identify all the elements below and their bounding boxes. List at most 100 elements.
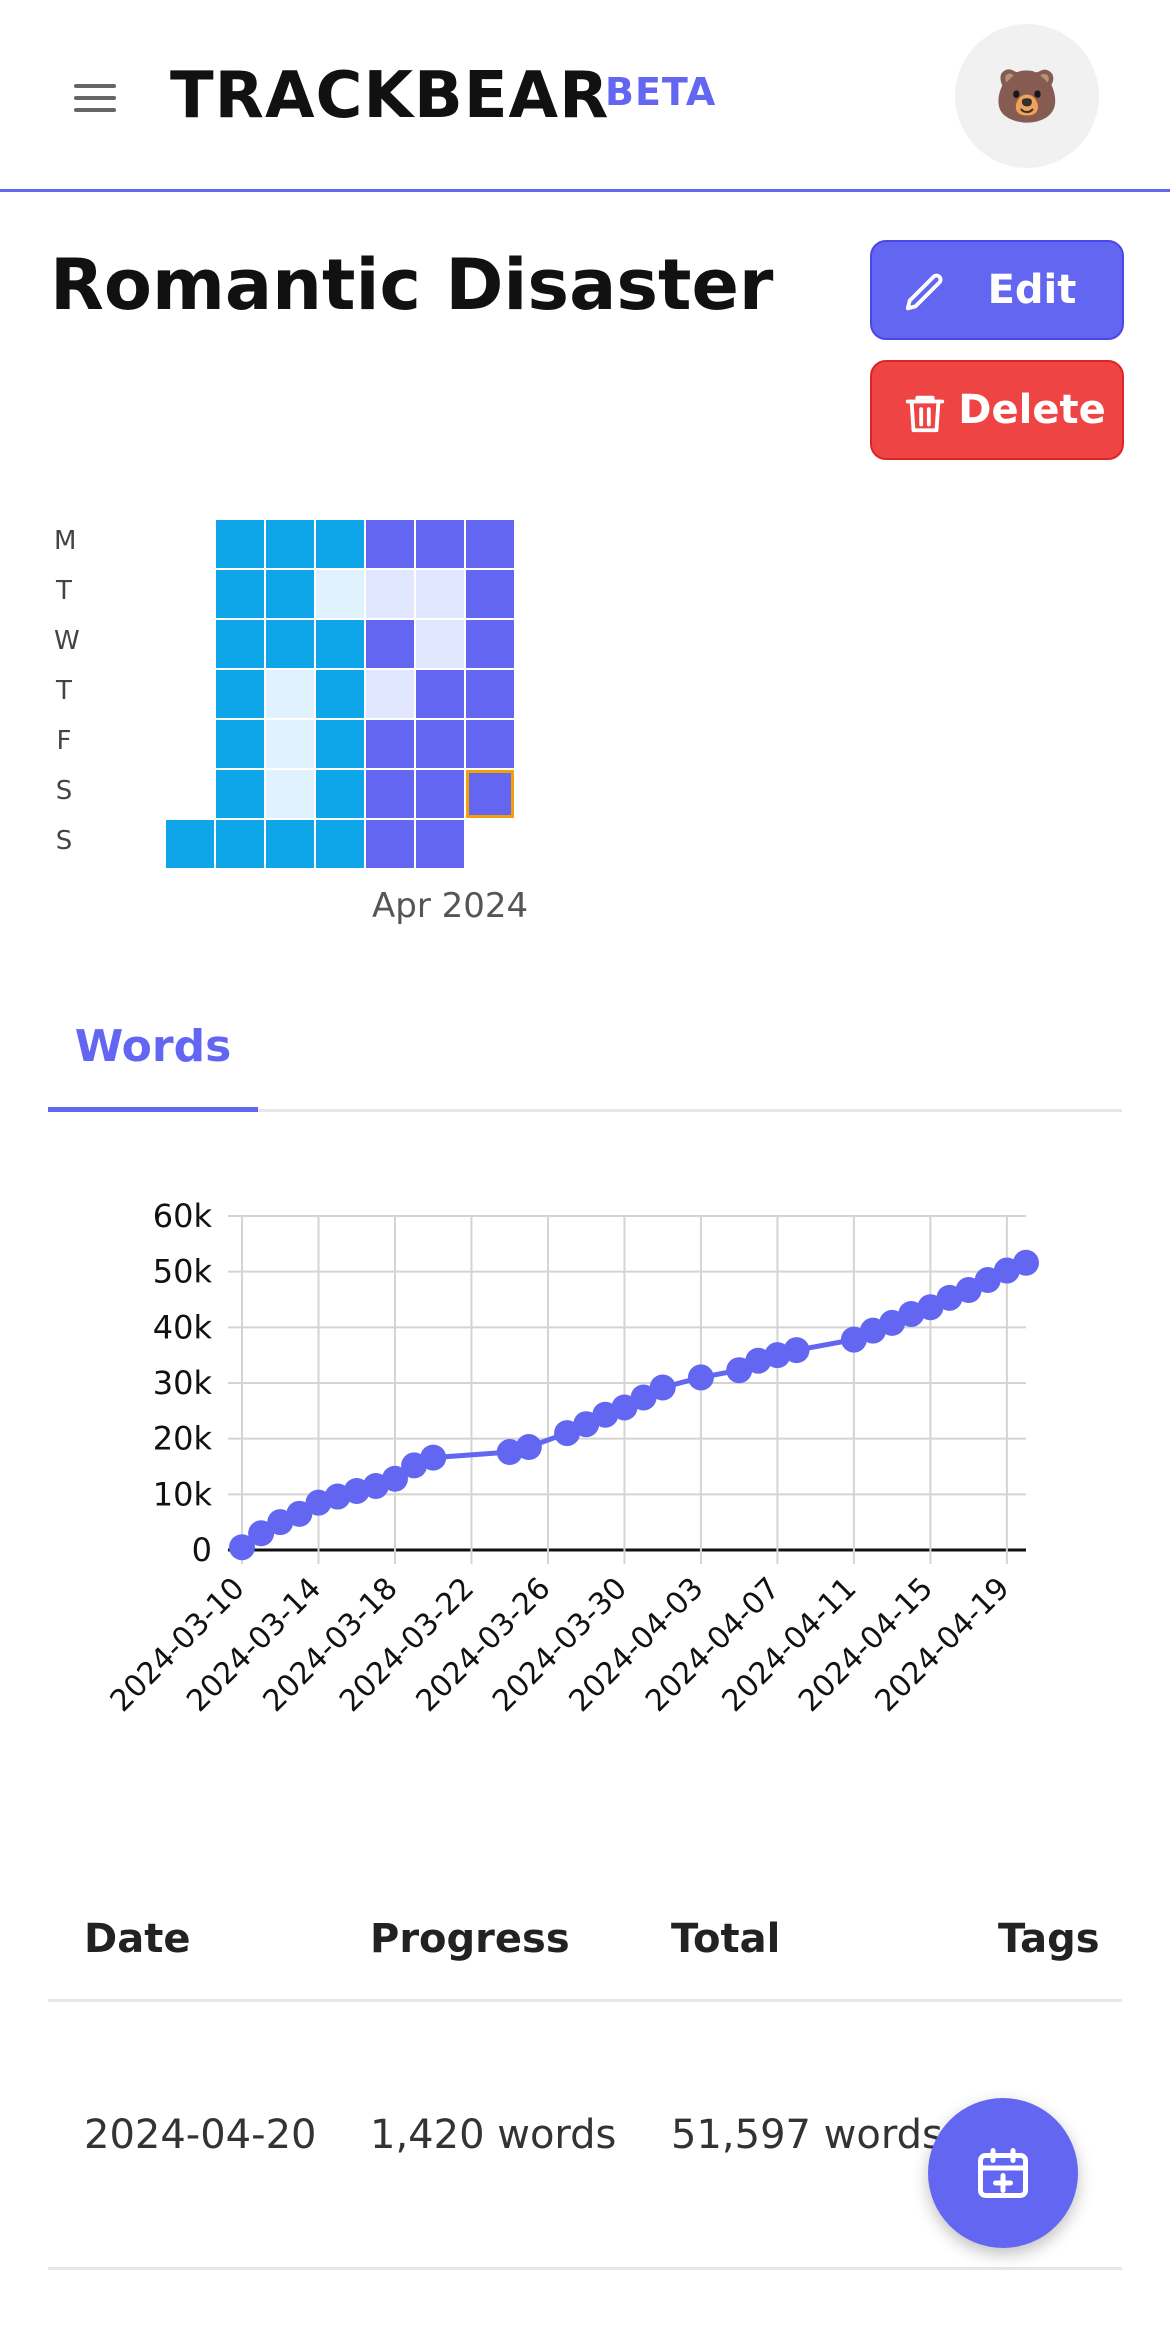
heatmap-cell[interactable] — [466, 520, 514, 568]
delete-button[interactable]: Delete — [870, 360, 1124, 460]
words-line-chart: 010k20k30k40k50k60k2024-03-102024-03-142… — [104, 1197, 1039, 1719]
tab-words[interactable]: Words — [48, 980, 258, 1112]
data-point — [381, 1465, 408, 1492]
table-row[interactable]: 2024-04-20 1,420 words 51,597 words — [48, 2002, 1122, 2270]
heatmap-month-label: Apr 2024 — [372, 886, 529, 926]
heatmap-cell[interactable] — [266, 820, 314, 868]
heatmap-cell[interactable] — [316, 820, 364, 868]
add-entry-button[interactable] — [928, 2098, 1078, 2248]
heatmap-cell[interactable] — [266, 670, 314, 718]
app-header: TRACKBEAR BETA 🐻 — [0, 0, 1170, 192]
data-point — [649, 1374, 676, 1401]
y-tick-label: 30k — [153, 1364, 213, 1402]
data-point — [687, 1364, 714, 1391]
header-tags[interactable]: Tags — [998, 1916, 1100, 1962]
trash-icon — [905, 395, 945, 433]
heatmap-cell[interactable] — [216, 720, 264, 768]
cell-date: 2024-04-20 — [84, 2112, 317, 2158]
heatmap-cell[interactable] — [366, 520, 414, 568]
heatmap-cell[interactable] — [266, 570, 314, 618]
heatmap-day-label: F — [56, 726, 72, 756]
heatmap-cell[interactable] — [166, 820, 214, 868]
delete-label: Delete — [958, 387, 1106, 433]
heatmap-cell[interactable] — [416, 520, 464, 568]
edit-button[interactable]: Edit — [870, 240, 1124, 340]
tab-words-label: Words — [74, 1020, 232, 1072]
heatmap-cell[interactable] — [366, 770, 414, 818]
heatmap-cell[interactable] — [366, 820, 414, 868]
heatmap-day-label: S — [55, 826, 73, 856]
heatmap-cell[interactable] — [216, 820, 264, 868]
y-tick-label: 20k — [153, 1420, 213, 1458]
table-header: Date Progress Total Tags — [48, 1880, 1122, 2002]
heatmap-cell[interactable] — [366, 720, 414, 768]
header-date[interactable]: Date — [84, 1916, 191, 1962]
heatmap-day-label: S — [55, 776, 73, 806]
pencil-icon — [905, 273, 943, 311]
heatmap-cell[interactable] — [316, 770, 364, 818]
heatmap-day-label: W — [54, 626, 80, 656]
heatmap-cell[interactable] — [366, 570, 414, 618]
data-point — [630, 1384, 657, 1411]
heatmap-cell[interactable] — [216, 620, 264, 668]
heatmap-cell[interactable] — [466, 770, 514, 818]
calendar-plus-icon — [978, 2148, 1028, 2198]
heatmap-cell[interactable] — [266, 720, 314, 768]
page-title: Romantic Disaster — [50, 244, 774, 326]
brand-logo[interactable]: TRACKBEAR BETA — [170, 56, 715, 136]
data-point — [783, 1337, 810, 1364]
heatmap-cell[interactable] — [416, 670, 464, 718]
y-tick-label: 60k — [153, 1197, 213, 1235]
bear-emoji-icon: 🐻 — [994, 66, 1060, 127]
menu-icon[interactable] — [60, 66, 132, 126]
heatmap-cell[interactable] — [316, 670, 364, 718]
heatmap-cell[interactable] — [466, 620, 514, 668]
heatmap-cell[interactable] — [316, 620, 364, 668]
heatmap-cell[interactable] — [466, 570, 514, 618]
data-point — [1013, 1249, 1039, 1276]
heatmap-cell[interactable] — [416, 720, 464, 768]
heatmap-cell[interactable] — [416, 770, 464, 818]
progress-table: Date Progress Total Tags 2024-04-20 1,42… — [48, 1880, 1122, 2270]
brand-name: TRACKBEAR — [170, 59, 610, 133]
heatmap-day-label: M — [54, 526, 77, 556]
cell-total: 51,597 words — [671, 2112, 943, 2158]
data-point — [611, 1394, 638, 1421]
beta-badge: BETA — [605, 70, 717, 114]
heatmap-cell[interactable] — [416, 570, 464, 618]
heatmap-cell[interactable] — [266, 620, 314, 668]
heatmap-cell[interactable] — [416, 820, 464, 868]
heatmap-cell[interactable] — [316, 520, 364, 568]
heatmap-cell[interactable] — [416, 620, 464, 668]
heatmap-cell[interactable] — [316, 570, 364, 618]
data-point — [229, 1534, 255, 1561]
header-total[interactable]: Total — [671, 1916, 781, 1962]
edit-label: Edit — [987, 267, 1077, 313]
tab-bar: Words — [48, 980, 1122, 1112]
heatmap-cell[interactable] — [366, 620, 414, 668]
user-avatar[interactable]: 🐻 — [955, 24, 1099, 168]
y-tick-label: 40k — [153, 1308, 213, 1346]
heatmap-cell[interactable] — [216, 570, 264, 618]
heatmap-cell[interactable] — [466, 720, 514, 768]
data-point — [515, 1434, 542, 1461]
heatmap-cell[interactable] — [266, 770, 314, 818]
heatmap-cell[interactable] — [466, 670, 514, 718]
heatmap-cell[interactable] — [266, 520, 314, 568]
heatmap-day-label: T — [56, 576, 72, 606]
heatmap-cell[interactable] — [216, 770, 264, 818]
y-tick-label: 10k — [153, 1475, 213, 1513]
tab-active-indicator — [48, 1107, 258, 1112]
heatmap-cell[interactable] — [366, 670, 414, 718]
heatmap-cell[interactable] — [316, 720, 364, 768]
y-tick-label: 50k — [153, 1253, 213, 1291]
data-point — [248, 1520, 275, 1547]
data-point — [286, 1500, 313, 1527]
heatmap-day-label: T — [56, 676, 72, 706]
heatmap-cell[interactable] — [216, 670, 264, 718]
cell-progress: 1,420 words — [370, 2112, 617, 2158]
data-point — [955, 1277, 982, 1304]
header-progress[interactable]: Progress — [370, 1916, 570, 1962]
heatmap-cell[interactable] — [216, 520, 264, 568]
data-point — [420, 1444, 447, 1471]
